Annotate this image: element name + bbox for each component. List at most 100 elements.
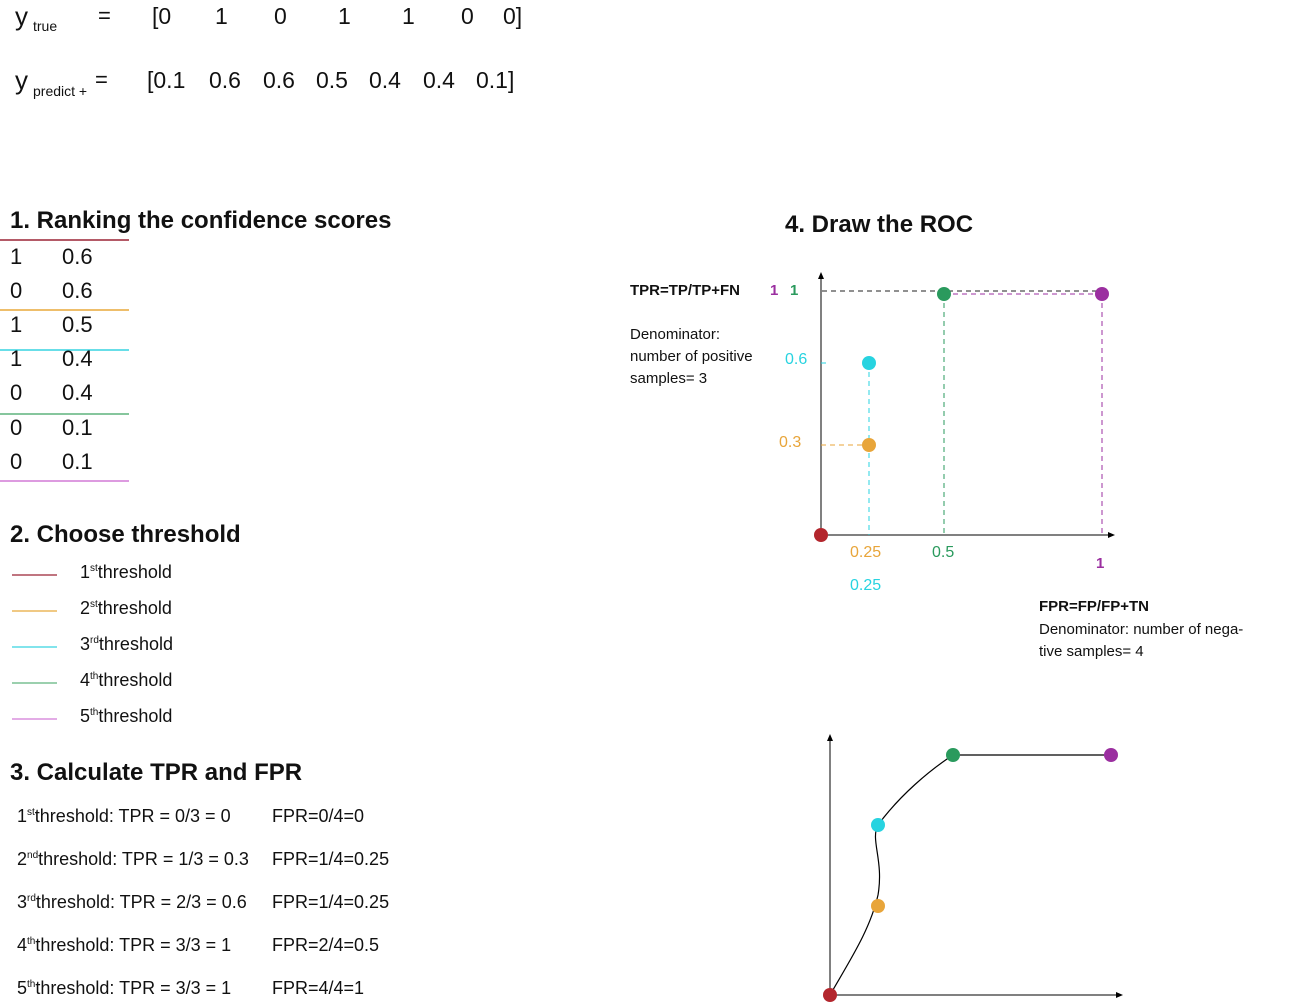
threshold-text: threshold — [97, 598, 172, 618]
ranking-cell: 0 — [10, 380, 23, 406]
threshold-item: 2stthreshold — [80, 599, 172, 617]
ordinal-number: 4 — [80, 670, 91, 690]
ranking-cell: 0 — [10, 414, 23, 440]
vector-token: 0 — [461, 3, 474, 29]
threshold-legend-lines — [12, 574, 57, 720]
ordinal-suffix: rd — [27, 893, 36, 904]
roc-points-chart — [814, 272, 1115, 542]
tpr-label: 1 — [770, 282, 779, 299]
x-label: 0.25 — [850, 577, 882, 594]
equals: = — [98, 3, 111, 28]
note-line: Denominator: — [630, 326, 721, 343]
ranking-cell: 0.5 — [62, 312, 93, 338]
vector-token: 0] — [503, 3, 523, 29]
roc-curve-chart — [823, 734, 1123, 1002]
subscript: predict + — [33, 83, 88, 99]
tpr-label: 1 — [790, 282, 799, 299]
x-label: 1 — [1096, 555, 1105, 572]
equals: = — [95, 67, 108, 92]
vector-token: 0.5 — [316, 67, 348, 93]
ordinal-number: 5 — [80, 706, 91, 726]
threshold-text: threshold — [98, 634, 173, 654]
ranking-cell: 0.4 — [62, 346, 93, 372]
ordinal-number: 5 — [17, 978, 28, 998]
section-title: 3. Calculate TPR and FPR — [10, 759, 303, 786]
ordinal-suffix: th — [90, 671, 99, 682]
vector-token: 0.1] — [476, 67, 515, 93]
symbol: y — [15, 1, 28, 31]
vector-token: 0.4 — [369, 67, 401, 93]
ordinal-number: 4 — [17, 935, 28, 955]
threshold-item: 5ththreshold — [80, 707, 172, 725]
ordinal-suffix: th — [90, 707, 99, 718]
vector-token: 0.6 — [263, 67, 295, 93]
ordinal-suffix: st — [90, 599, 98, 610]
fpr-text: FPR=1/4=0.25 — [272, 849, 390, 869]
threshold-item: 1stthreshold — [80, 563, 172, 581]
fpr-text: FPR=0/4=0 — [272, 806, 365, 826]
vector-token: 0 — [274, 3, 287, 29]
vector-token: [0 — [152, 3, 172, 29]
ranking-cell: 0 — [10, 278, 23, 304]
calc-row: 3rdthreshold: TPR = 2/3 = 0.6 — [17, 893, 247, 911]
calc-row: 4ththreshold: TPR = 3/3 = 1 — [17, 936, 231, 954]
subscript: true — [33, 18, 58, 34]
calc-row: 5ththreshold: TPR = 3/3 = 1 — [17, 979, 231, 997]
tpr-text: threshold: TPR = 0/3 = 0 — [34, 806, 231, 826]
vector-token: 0.4 — [423, 67, 455, 93]
y-label: 0.6 — [785, 351, 808, 368]
calc-row: 1stthreshold: TPR = 0/3 = 0 — [17, 807, 231, 825]
threshold-text: threshold — [97, 562, 172, 582]
vector-token: 1 — [215, 3, 228, 29]
calc-row: 2ndthreshold: TPR = 1/3 = 0.3 — [17, 850, 249, 868]
ordinal-number: 2 — [80, 598, 91, 618]
vector-token: 1 — [402, 3, 415, 29]
ordinal-number: 1 — [80, 562, 91, 582]
ranking-lines — [0, 239, 129, 482]
fpr-text: FPR=2/4=0.5 — [272, 935, 380, 955]
vector-token: 0.6 — [209, 67, 241, 93]
note-line: samples= 3 — [630, 370, 708, 387]
ordinal-number: 3 — [17, 892, 28, 912]
fpr-text: FPR=4/4=1 — [272, 978, 365, 998]
note-line: tive samples= 4 — [1039, 643, 1144, 660]
tpr-text: threshold: TPR = 3/3 = 1 — [35, 935, 232, 955]
fpr-formula: FPR=FP/FP+TN — [1039, 598, 1150, 615]
ordinal-suffix: th — [27, 979, 36, 990]
threshold-text: threshold — [98, 706, 173, 726]
note-line: number of positive — [630, 348, 753, 365]
ordinal-suffix: th — [27, 936, 36, 947]
y-label: 0.3 — [779, 434, 802, 451]
ranking-cell: 0.4 — [62, 380, 93, 406]
ranking-cell: 1 — [10, 346, 23, 372]
threshold-item: 4ththreshold — [80, 671, 172, 689]
symbol: y — [15, 65, 28, 95]
threshold-text: threshold — [98, 670, 173, 690]
x-label: 0.5 — [932, 544, 955, 561]
ordinal-number: 3 — [80, 634, 91, 654]
section-title: 2. Choose threshold — [10, 521, 241, 548]
ordinal-number: 2 — [17, 849, 28, 869]
ranking-cell: 1 — [10, 244, 23, 269]
ordinal-suffix: rd — [90, 635, 99, 646]
section-title: 4. Draw the ROC — [785, 211, 974, 238]
ordinal-suffix: st — [90, 563, 98, 574]
tpr-text: threshold: TPR = 3/3 = 1 — [35, 978, 232, 998]
ranking-cell: 0.1 — [62, 414, 93, 440]
ordinal-number: 1 — [17, 806, 28, 826]
ordinal-suffix: st — [27, 807, 35, 818]
section-title: 1. Ranking the confidence scores — [10, 207, 392, 234]
ranking-cell: 0.6 — [62, 278, 93, 304]
vector-token: 1 — [338, 3, 351, 29]
threshold-item: 3rdthreshold — [80, 635, 173, 653]
ranking-cell: 0.1 — [62, 448, 93, 474]
tpr-formula: TPR=TP/TP+FN — [630, 282, 741, 299]
tpr-text: threshold: TPR = 1/3 = 0.3 — [38, 849, 249, 869]
ranking-cell: 0.6 — [62, 244, 93, 269]
vector-token: [0.1 — [147, 67, 186, 93]
x-label: 0.25 — [850, 544, 882, 561]
fpr-text: FPR=1/4=0.25 — [272, 892, 390, 912]
ranking-cell: 1 — [10, 312, 23, 338]
